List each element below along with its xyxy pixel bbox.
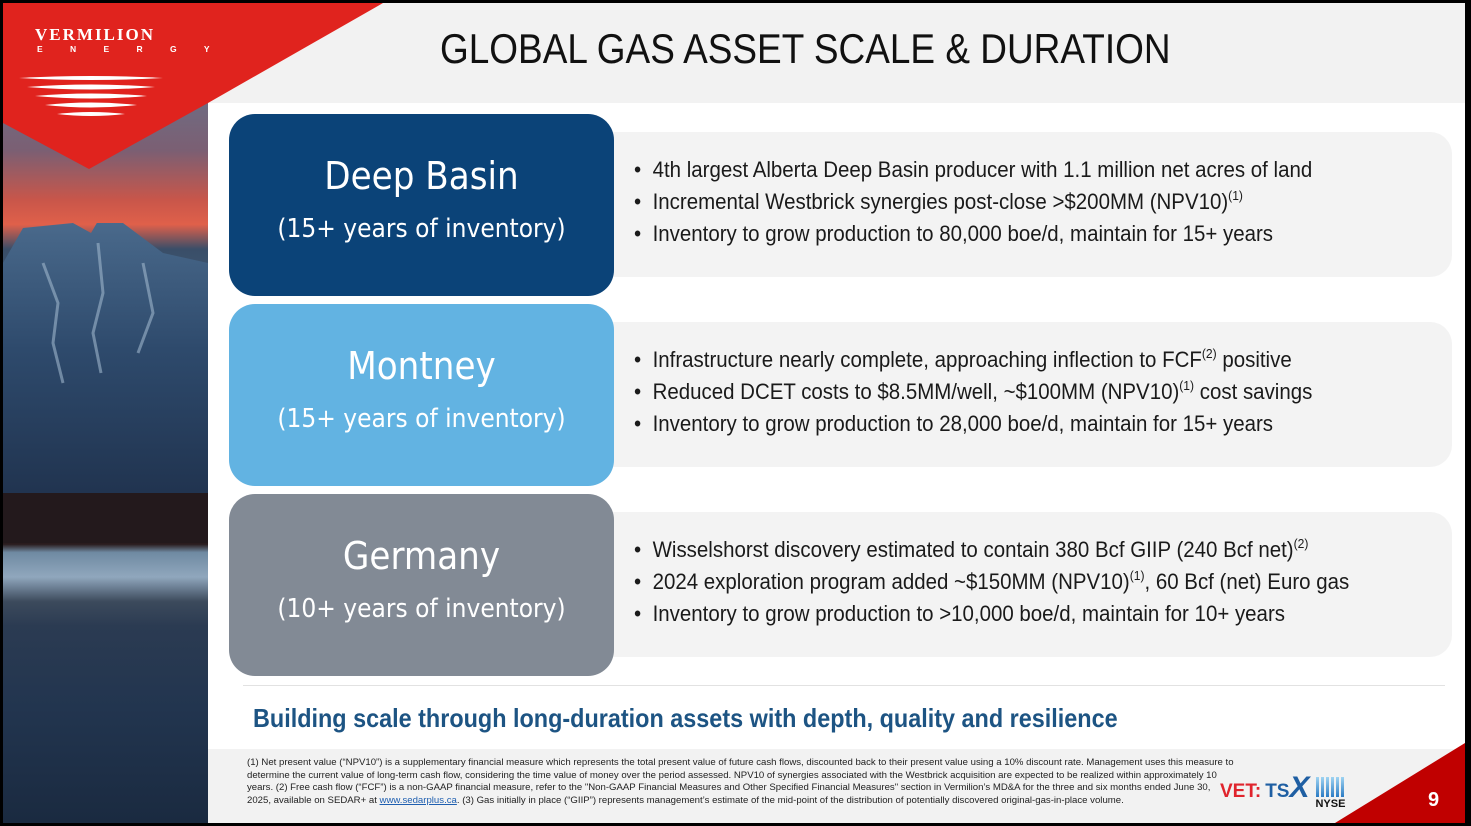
mountain-silhouette [3, 223, 208, 543]
asset-inventory-years: (10+ years of inventory) [277, 594, 566, 624]
asset-card-deep-basin: Deep Basin (15+ years of inventory) [229, 114, 614, 296]
asset-bullets: 4th largest Alberta Deep Basin producer … [634, 154, 1454, 250]
footnote-ref: (2) [1201, 346, 1217, 361]
asset-row-germany: Germany (10+ years of inventory) Wissels… [229, 494, 1454, 676]
title-bar [208, 3, 1465, 103]
asset-name: Montney [347, 344, 496, 388]
asset-name: Deep Basin [324, 154, 519, 198]
asset-inventory-years: (15+ years of inventory) [277, 404, 566, 434]
bullet-item: Incremental Westbrick synergies post-clo… [634, 186, 1397, 218]
asset-row-deep-basin: Deep Basin (15+ years of inventory) 4th … [229, 114, 1454, 296]
bullet-item: Infrastructure nearly complete, approach… [634, 344, 1397, 376]
asset-card-germany: Germany (10+ years of inventory) [229, 494, 614, 676]
footnote-ref: (1) [1129, 568, 1145, 583]
bullet-item: Inventory to grow production to 28,000 b… [634, 408, 1397, 440]
nyse-bars-icon [1316, 777, 1345, 797]
asset-bullets: Wisselshorst discovery estimated to cont… [634, 534, 1454, 630]
bullet-item: Inventory to grow production to 80,000 b… [634, 218, 1397, 250]
logo-wave-icon [19, 76, 163, 116]
asset-row-montney: Montney (15+ years of inventory) Infrast… [229, 304, 1454, 486]
tagline: Building scale through long-duration ass… [253, 703, 1118, 733]
ticker-symbol: VET: [1220, 781, 1262, 802]
footer-red-corner [1335, 743, 1465, 823]
brand-banner [3, 3, 383, 169]
bullet-item: Reduced DCET costs to $8.5MM/well, ~$100… [634, 376, 1397, 408]
nyse-logo: NYSE [1315, 777, 1345, 810]
footnotes: (1) Net present value (“NPV10”) is a sup… [247, 757, 1234, 806]
logo-wordmark: VERMILION [35, 25, 156, 44]
page-number: 9 [1428, 789, 1440, 811]
bullet-item: Inventory to grow production to >10,000 … [634, 598, 1397, 630]
bullet-item: Wisselshorst discovery estimated to cont… [634, 534, 1397, 566]
divider [243, 685, 1445, 686]
bullet-item: 2024 exploration program added ~$150MM (… [634, 566, 1397, 598]
sedar-link[interactable]: www.sedarplus.ca [379, 794, 457, 806]
tsx-x-icon: X [1289, 771, 1310, 804]
stock-ticker: VET: TS X NYSE [1220, 771, 1345, 821]
footnote-ref: (1) [1228, 188, 1243, 203]
footnote-ref: (1) [1179, 378, 1195, 393]
tsx-logo: TS [1265, 781, 1290, 802]
asset-bullets: Infrastructure nearly complete, approach… [634, 344, 1454, 440]
asset-name: Germany [342, 534, 501, 578]
footnote-ref: (2) [1293, 536, 1309, 551]
page-title: GLOBAL GAS ASSET SCALE & DURATION [440, 25, 1171, 72]
asset-inventory-years: (15+ years of inventory) [277, 214, 566, 244]
slide: GLOBAL GAS ASSET SCALE & DURATION VERMIL… [3, 3, 1465, 823]
logo-subtitle: E N E R G Y [37, 44, 223, 54]
asset-card-montney: Montney (15+ years of inventory) [229, 304, 614, 486]
bullet-item: 4th largest Alberta Deep Basin producer … [634, 154, 1397, 186]
footer [208, 749, 1465, 823]
